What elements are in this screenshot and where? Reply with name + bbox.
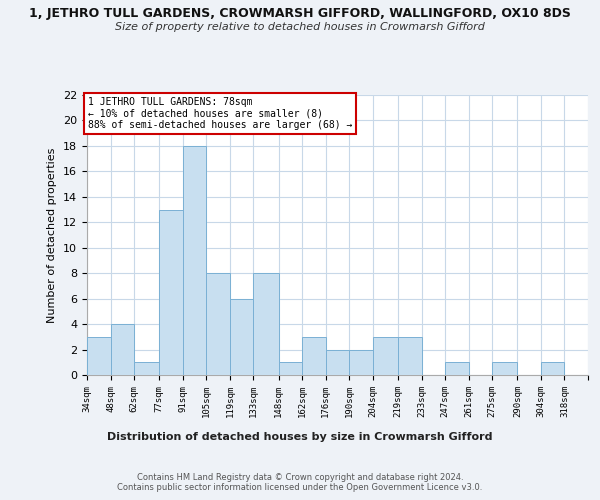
Bar	[183, 146, 206, 375]
Bar	[230, 298, 253, 375]
Bar	[326, 350, 349, 375]
Bar	[302, 337, 326, 375]
Text: Contains HM Land Registry data © Crown copyright and database right 2024.
Contai: Contains HM Land Registry data © Crown c…	[118, 472, 482, 492]
Bar	[206, 273, 230, 375]
Bar	[349, 350, 373, 375]
Bar	[159, 210, 183, 375]
Bar	[253, 273, 278, 375]
Text: 1, JETHRO TULL GARDENS, CROWMARSH GIFFORD, WALLINGFORD, OX10 8DS: 1, JETHRO TULL GARDENS, CROWMARSH GIFFOR…	[29, 8, 571, 20]
Bar	[110, 324, 134, 375]
Bar	[492, 362, 517, 375]
Text: Distribution of detached houses by size in Crowmarsh Gifford: Distribution of detached houses by size …	[107, 432, 493, 442]
Bar	[278, 362, 302, 375]
Bar	[134, 362, 159, 375]
Bar	[373, 337, 398, 375]
Bar	[87, 337, 110, 375]
Text: Size of property relative to detached houses in Crowmarsh Gifford: Size of property relative to detached ho…	[115, 22, 485, 32]
Y-axis label: Number of detached properties: Number of detached properties	[47, 148, 58, 322]
Text: 1 JETHRO TULL GARDENS: 78sqm
← 10% of detached houses are smaller (8)
88% of sem: 1 JETHRO TULL GARDENS: 78sqm ← 10% of de…	[88, 97, 352, 130]
Bar	[445, 362, 469, 375]
Bar	[398, 337, 422, 375]
Bar	[541, 362, 565, 375]
